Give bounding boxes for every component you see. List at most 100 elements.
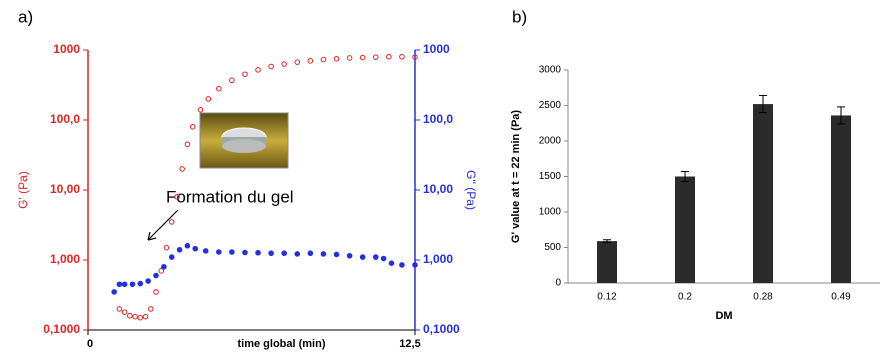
- y2-tick-label: 10,00: [423, 182, 453, 196]
- bar: [753, 104, 773, 283]
- bar: [597, 241, 617, 283]
- data-point: [192, 245, 199, 252]
- data-point: [346, 55, 353, 61]
- data-point: [307, 250, 314, 257]
- y-tick-label: 0: [555, 278, 561, 289]
- data-point: [294, 251, 301, 257]
- data-point: [380, 255, 387, 262]
- data-point: [116, 281, 123, 288]
- data-point: [121, 281, 128, 288]
- data-point: [399, 262, 405, 268]
- y2-tick-label: 0,1000: [423, 322, 460, 336]
- y-tick-label: 1000: [53, 42, 80, 56]
- data-point: [346, 252, 353, 259]
- bar: [831, 115, 851, 283]
- data-point: [255, 67, 261, 73]
- y-tick-label: 3000: [539, 65, 562, 76]
- data-point: [129, 281, 136, 288]
- data-point: [333, 55, 340, 62]
- data-point: [359, 54, 366, 61]
- y2-tick-label: 1000: [423, 42, 450, 56]
- data-point: [158, 268, 165, 274]
- data-point: [179, 166, 185, 172]
- y-tick-label: 500: [544, 242, 561, 253]
- data-point: [205, 96, 212, 102]
- data-point: [229, 249, 235, 255]
- data-point: [197, 106, 204, 113]
- data-point: [372, 254, 379, 260]
- data-point: [242, 249, 248, 256]
- error-bar: [759, 95, 767, 114]
- data-point: [202, 248, 209, 254]
- x-tick-label: 12,5: [399, 338, 420, 350]
- data-point: [176, 246, 183, 253]
- data-point: [145, 278, 151, 284]
- error-bar: [603, 239, 611, 244]
- data-point: [142, 313, 149, 320]
- data-point: [174, 193, 180, 200]
- bar: [675, 176, 695, 283]
- data-point: [147, 306, 154, 312]
- panel-label: a): [18, 7, 33, 26]
- data-point: [388, 260, 395, 267]
- data-point: [111, 289, 117, 295]
- data-point: [116, 306, 123, 312]
- data-point: [399, 53, 405, 60]
- y-tick-label: 2500: [539, 100, 562, 111]
- data-point: [168, 254, 175, 260]
- data-point: [153, 289, 159, 295]
- data-point: [163, 244, 170, 251]
- y2-tick-label: 1,000: [423, 252, 453, 266]
- data-point: [281, 61, 288, 67]
- data-point: [189, 123, 196, 130]
- data-point: [268, 63, 274, 70]
- data-point: [161, 263, 167, 270]
- data-point: [121, 309, 128, 315]
- data-point: [333, 251, 340, 258]
- annotation-arrow: [147, 209, 179, 241]
- data-point: [184, 141, 191, 148]
- data-point: [412, 54, 418, 60]
- y2-axis-label: G'' (Pa): [464, 170, 478, 210]
- x-axis-label: DM: [715, 310, 732, 322]
- y-tick-label: 2000: [539, 136, 562, 147]
- x-tick-label: 0.2: [678, 292, 692, 303]
- y-tick-label: 1000: [539, 207, 562, 218]
- data-point: [307, 58, 314, 64]
- data-point: [216, 249, 222, 255]
- data-point: [294, 59, 301, 65]
- data-point: [184, 242, 191, 249]
- data-point: [386, 53, 392, 60]
- data-point: [281, 250, 288, 257]
- x-axis-label: time global (min): [238, 338, 326, 350]
- y-tick-label: 0,1000: [43, 322, 80, 336]
- data-point: [268, 250, 274, 257]
- x-tick-label: 0.49: [831, 292, 851, 303]
- y-tick-label: 10,00: [50, 182, 80, 196]
- data-point: [242, 71, 248, 78]
- data-point: [137, 314, 144, 321]
- data-point: [359, 254, 366, 260]
- y-tick-label: 1500: [539, 171, 562, 182]
- data-point: [132, 313, 138, 320]
- data-point: [412, 262, 418, 268]
- y-tick-label: 100,0: [50, 112, 80, 126]
- panel-label: b): [512, 7, 527, 26]
- data-point: [320, 251, 327, 257]
- data-point: [229, 77, 235, 84]
- inset-photo: [199, 112, 289, 169]
- error-bar: [681, 171, 689, 182]
- data-point: [372, 54, 379, 60]
- data-point: [127, 312, 133, 319]
- x-tick-label: 0.12: [597, 292, 617, 303]
- x-tick-label: 0: [87, 338, 93, 350]
- y-axis-label: G' value at t = 22 min (Pa): [510, 110, 522, 243]
- data-point: [216, 85, 222, 92]
- data-point: [168, 219, 175, 225]
- data-point: [255, 249, 261, 256]
- error-bar: [837, 106, 845, 125]
- y2-tick-label: 100,0: [423, 112, 453, 126]
- data-point: [320, 56, 327, 63]
- data-point: [153, 272, 159, 279]
